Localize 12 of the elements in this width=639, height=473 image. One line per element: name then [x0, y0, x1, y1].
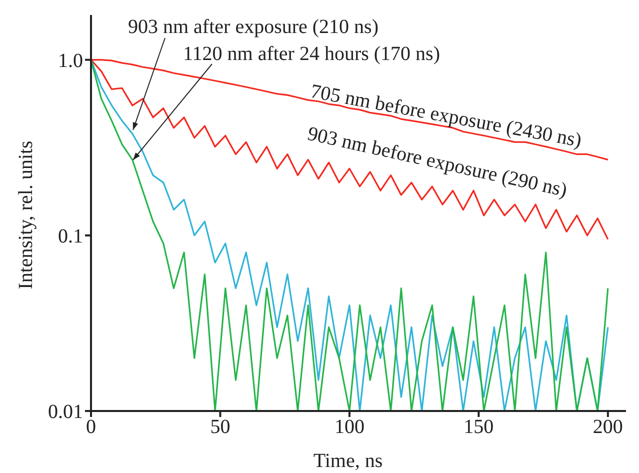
y-tick-label: 0.01: [48, 401, 83, 424]
text: 903 nm after exposure (210 ns): [128, 16, 378, 38]
x-tick-label: 0: [86, 416, 96, 438]
y-tick-label: 0.1: [58, 226, 83, 248]
y-tick-label: 1.0: [58, 50, 83, 72]
y-axis-title: Intensity, rel. units: [15, 140, 37, 290]
text: 1120 nm after 24 hours (170 ns): [183, 43, 440, 65]
x-tick-label: 100: [334, 416, 364, 438]
x-tick-label: 200: [592, 416, 623, 438]
x-axis-title: Time, ns: [313, 450, 383, 472]
x-tick-label: 150: [464, 416, 494, 438]
x-tick-label: 50: [210, 416, 230, 438]
